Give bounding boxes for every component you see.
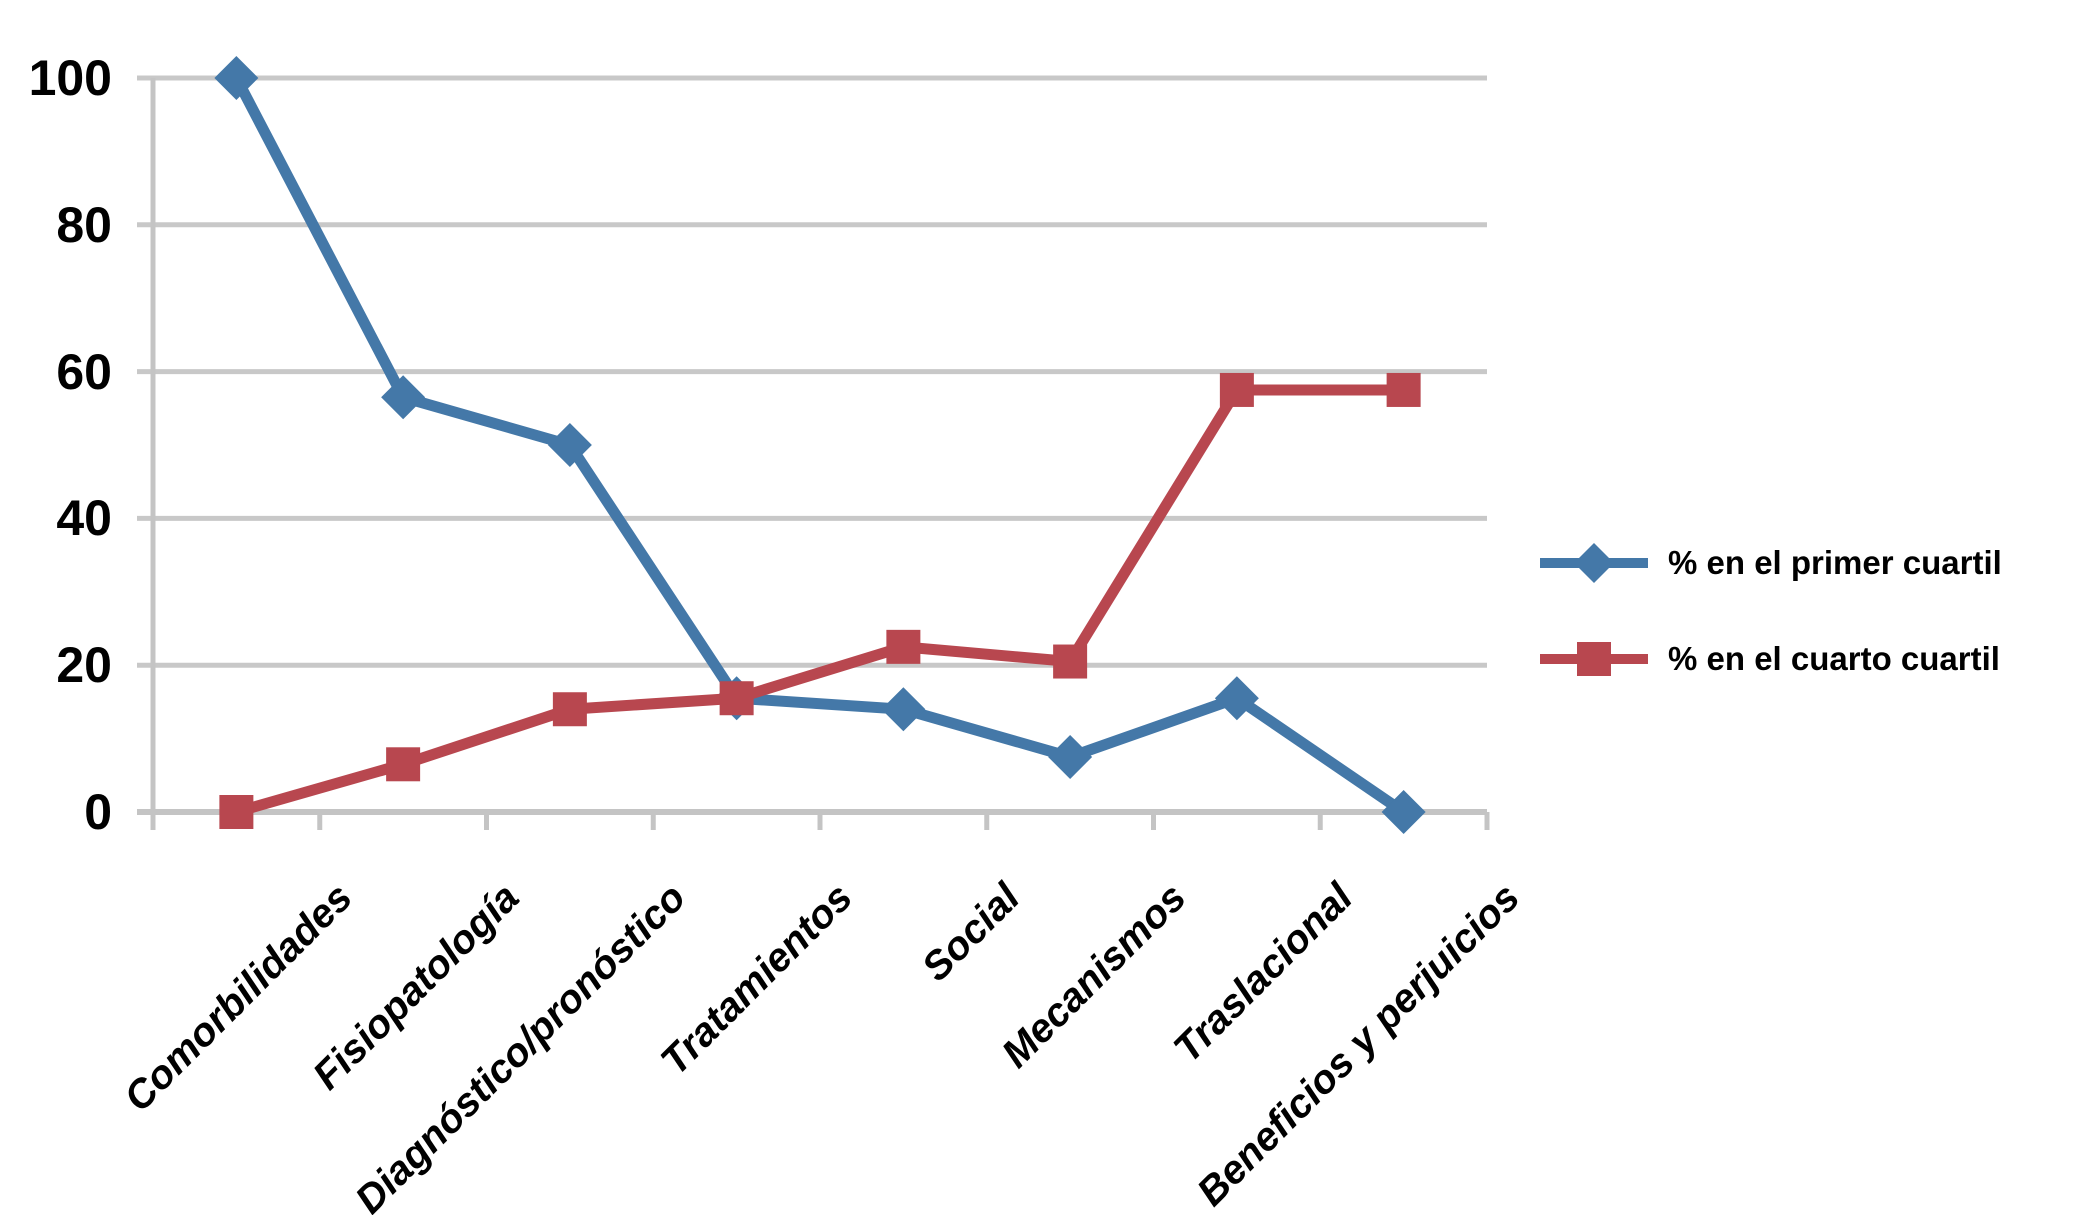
marker-diamond xyxy=(214,56,259,100)
marker-square xyxy=(1053,644,1088,679)
marker-square xyxy=(719,681,754,716)
marker-diamond xyxy=(547,423,592,467)
marker-square xyxy=(552,692,587,727)
legend: % en el primer cuartil % en el cuarto cu… xyxy=(1538,540,2002,682)
marker-diamond xyxy=(381,375,426,420)
legend-item-primer-cuartil: % en el primer cuartil xyxy=(1538,540,2002,586)
marker-square xyxy=(219,795,254,829)
marker-square xyxy=(886,629,921,664)
marker-square xyxy=(1219,372,1254,407)
marker-diamond xyxy=(1048,734,1093,779)
marker-square xyxy=(386,747,421,782)
marker-diamond xyxy=(881,687,926,732)
legend-item-cuarto-cuartil: % en el cuarto cuartil xyxy=(1538,636,2002,682)
series-line-1 xyxy=(231,75,1407,817)
series-line-2 xyxy=(234,384,1404,818)
legend-label: % en el primer cuartil xyxy=(1668,544,2002,581)
legend-label: % en el cuarto cuartil xyxy=(1668,640,2000,677)
marker-diamond xyxy=(1381,790,1426,834)
legend-marker-square-icon xyxy=(1540,642,1648,676)
legend-marker-diamond-icon xyxy=(1540,543,1648,583)
marker-square xyxy=(1386,372,1421,407)
marker-diamond xyxy=(1214,676,1259,721)
